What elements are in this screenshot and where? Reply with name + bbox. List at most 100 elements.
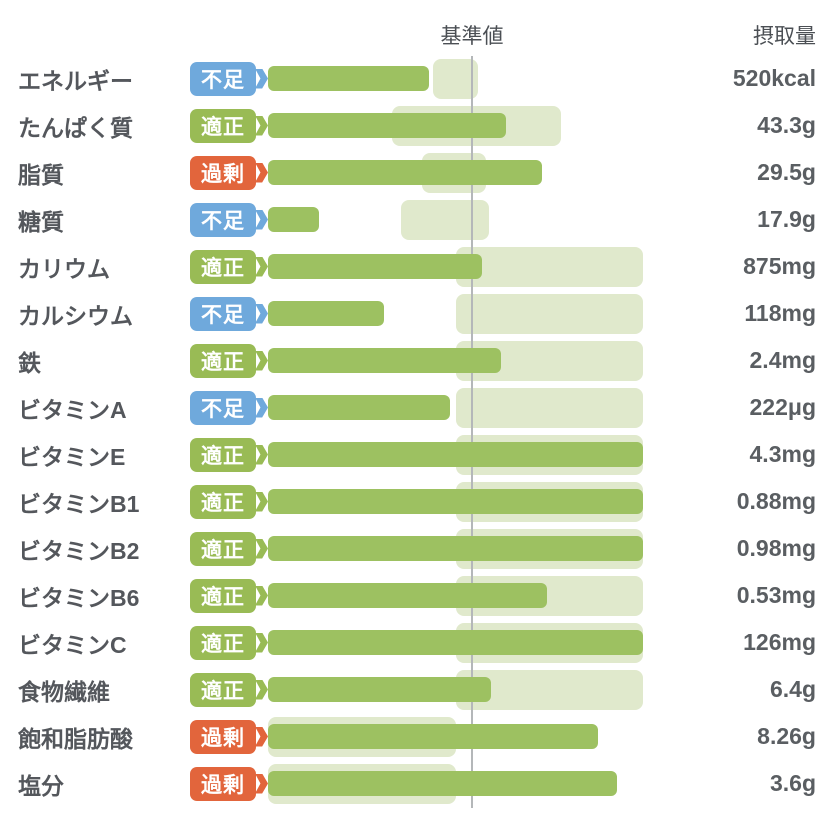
nutrient-label: ビタミンB1 bbox=[18, 490, 140, 517]
target-range-bar bbox=[401, 199, 490, 240]
nutrient-label: カリウム bbox=[18, 255, 110, 282]
status-badge-text: 適正 bbox=[190, 343, 256, 378]
bar-track bbox=[268, 102, 643, 149]
bar-track bbox=[268, 760, 643, 807]
bar-track bbox=[268, 55, 643, 102]
nutrient-label: 糖質 bbox=[18, 208, 64, 235]
intake-bar bbox=[268, 489, 643, 514]
bar-track bbox=[268, 290, 643, 337]
target-range-bar bbox=[455, 246, 643, 287]
status-badge-text: 適正 bbox=[190, 249, 256, 284]
nutrient-row: ビタミンB6 適正 0.53mg bbox=[0, 572, 834, 619]
badge-arrow-icon bbox=[255, 209, 268, 230]
intake-value: 520kcal bbox=[732, 65, 816, 91]
badge-arrow-icon bbox=[255, 256, 268, 277]
status-badge-text: 過剰 bbox=[190, 155, 256, 190]
bar-track bbox=[268, 619, 643, 666]
intake-bar bbox=[268, 301, 385, 326]
status-badge: 適正 bbox=[190, 108, 268, 143]
baseline-line bbox=[471, 56, 473, 808]
badge-arrow-icon bbox=[255, 303, 268, 324]
intake-header-label: 摂取量 bbox=[753, 25, 816, 48]
nutrient-row: カルシウム 不足 118mg bbox=[0, 290, 834, 337]
intake-bar bbox=[268, 113, 507, 138]
badge-arrow-icon bbox=[255, 585, 268, 606]
nutrient-label: カルシウム bbox=[18, 302, 133, 329]
status-badge: 不足 bbox=[190, 390, 268, 425]
status-badge: 適正 bbox=[190, 343, 268, 378]
badge-arrow-icon bbox=[255, 538, 268, 559]
status-badge: 適正 bbox=[190, 484, 268, 519]
intake-value: 17.9g bbox=[757, 206, 816, 232]
nutrient-row: たんぱく質 適正 43.3g bbox=[0, 102, 834, 149]
bar-track bbox=[268, 149, 643, 196]
bar-track bbox=[268, 525, 643, 572]
status-badge: 不足 bbox=[190, 296, 268, 331]
status-badge-text: 適正 bbox=[190, 484, 256, 519]
nutrient-row: ビタミンA 不足 222μg bbox=[0, 384, 834, 431]
target-range-bar bbox=[455, 293, 643, 334]
intake-bar bbox=[268, 677, 492, 702]
status-badge: 過剰 bbox=[190, 155, 268, 190]
intake-value: 29.5g bbox=[757, 159, 816, 185]
nutrient-label: エネルギー bbox=[18, 67, 133, 94]
nutrient-label: 食物繊維 bbox=[18, 678, 110, 705]
badge-arrow-icon bbox=[255, 491, 268, 512]
intake-value: 126mg bbox=[743, 629, 816, 655]
rows-container: エネルギー 不足 520kcal たんぱく質 適正 43.3g 脂質 過剰 bbox=[0, 55, 834, 807]
intake-value: 222μg bbox=[749, 394, 817, 420]
intake-value: 4.3mg bbox=[749, 441, 816, 467]
status-badge-text: 過剰 bbox=[190, 766, 256, 801]
badge-arrow-icon bbox=[255, 726, 268, 747]
bar-track bbox=[268, 431, 643, 478]
nutrient-label: 鉄 bbox=[18, 349, 41, 376]
nutrient-label: ビタミンB6 bbox=[18, 584, 140, 611]
intake-value: 2.4mg bbox=[749, 347, 816, 373]
intake-value: 3.6g bbox=[769, 770, 816, 796]
nutrient-label: ビタミンE bbox=[18, 443, 126, 470]
status-badge-text: 不足 bbox=[190, 202, 256, 237]
intake-bar bbox=[268, 583, 548, 608]
status-badge: 適正 bbox=[190, 437, 268, 472]
intake-bar bbox=[268, 724, 598, 749]
nutrient-row: エネルギー 不足 520kcal bbox=[0, 55, 834, 102]
target-range-bar bbox=[455, 387, 643, 428]
nutrient-label: 飽和脂肪酸 bbox=[18, 725, 133, 752]
status-badge-text: 適正 bbox=[190, 672, 256, 707]
status-badge-text: 適正 bbox=[190, 531, 256, 566]
intake-value: 0.98mg bbox=[736, 535, 816, 561]
bar-track bbox=[268, 666, 643, 713]
badge-arrow-icon bbox=[255, 773, 268, 794]
nutrient-row: 飽和脂肪酸 過剰 8.26g bbox=[0, 713, 834, 760]
status-badge: 適正 bbox=[190, 625, 268, 660]
nutrient-label: たんぱく質 bbox=[18, 114, 133, 141]
intake-bar bbox=[268, 254, 482, 279]
bar-track bbox=[268, 243, 643, 290]
status-badge: 適正 bbox=[190, 578, 268, 613]
nutrient-label: 脂質 bbox=[18, 161, 64, 188]
intake-value: 0.88mg bbox=[736, 488, 816, 514]
bar-track bbox=[268, 713, 643, 760]
badge-arrow-icon bbox=[255, 397, 268, 418]
status-badge: 過剰 bbox=[190, 719, 268, 754]
badge-arrow-icon bbox=[255, 68, 268, 89]
intake-bar bbox=[268, 536, 643, 561]
intake-value: 875mg bbox=[743, 253, 816, 279]
bar-track bbox=[268, 384, 643, 431]
nutrient-row: 脂質 過剰 29.5g bbox=[0, 149, 834, 196]
intake-bar bbox=[268, 66, 430, 91]
nutrient-row: 食物繊維 適正 6.4g bbox=[0, 666, 834, 713]
bar-track bbox=[268, 196, 643, 243]
status-badge-text: 不足 bbox=[190, 61, 256, 96]
status-badge: 適正 bbox=[190, 672, 268, 707]
status-badge-text: 不足 bbox=[190, 296, 256, 331]
nutrient-row: 鉄 適正 2.4mg bbox=[0, 337, 834, 384]
intake-value: 6.4g bbox=[769, 676, 816, 702]
status-badge: 適正 bbox=[190, 531, 268, 566]
intake-bar bbox=[268, 160, 542, 185]
intake-bar bbox=[268, 348, 501, 373]
nutrient-label: 塩分 bbox=[18, 772, 64, 799]
baseline-header-label: 基準値 bbox=[440, 25, 504, 48]
intake-bar bbox=[268, 207, 319, 232]
